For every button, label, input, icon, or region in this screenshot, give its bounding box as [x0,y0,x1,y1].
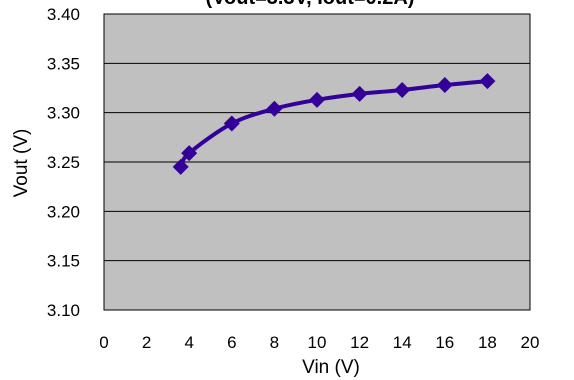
y-tick-label-6: 3.40 [47,5,80,24]
x-tick-label-8: 16 [435,333,454,352]
data-point-0 [172,158,189,175]
y-tick-label-4: 3.30 [47,104,80,123]
x-axis-ticks: 0 2 4 6 8 10 12 14 16 18 20 [99,333,539,352]
y-tick-label-0: 3.10 [47,301,80,320]
series-layer [172,73,496,175]
chart-title: (Vout=3.3V, Iout=0.2A) [206,0,415,9]
y-tick-label-2: 3.20 [47,202,80,221]
x-tick-label-1: 2 [142,333,151,352]
x-tick-label-7: 14 [393,333,412,352]
x-tick-label-4: 8 [270,333,279,352]
y-tick-label-3: 3.25 [47,153,80,172]
data-point-5 [351,85,368,102]
data-point-8 [479,73,496,90]
data-point-3 [266,100,283,117]
gridlines [104,62,530,262]
x-tick-label-0: 0 [99,333,108,352]
data-point-7 [436,77,453,94]
x-tick-label-6: 12 [350,333,369,352]
y-tick-label-5: 3.35 [47,54,80,73]
x-tick-label-5: 10 [308,333,327,352]
data-point-2 [223,115,240,132]
y-axis-label: Vout (V) [11,129,32,198]
x-tick-label-2: 4 [184,333,193,352]
x-tick-label-3: 6 [227,333,236,352]
data-point-4 [309,91,325,108]
data-point-6 [394,81,411,98]
x-tick-label-9: 18 [478,333,497,352]
x-axis-label: Vin (V) [302,357,360,378]
y-tick-label-1: 3.15 [47,252,80,271]
x-tick-label-10: 20 [521,333,540,352]
y-axis-ticks: 3.10 3.15 3.20 3.25 3.30 3.35 3.40 [47,5,80,320]
data-point-1 [181,145,198,162]
